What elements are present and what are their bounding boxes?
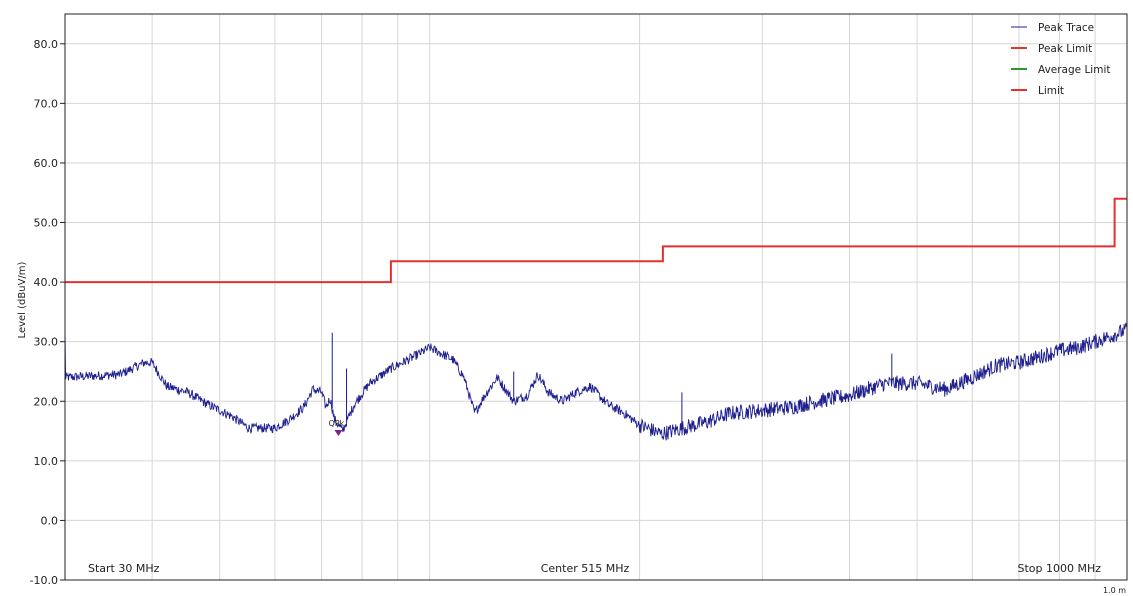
qpk-marker-icon [334,430,343,437]
series [64,197,1128,441]
y-tick-label: -10.0 [30,574,58,587]
y-tick-label: 40.0 [34,276,59,289]
y-tick-label: 70.0 [34,97,59,110]
y-tick-label: 30.0 [34,336,59,349]
legend-entry-label: Peak Trace [1038,22,1094,34]
grid [65,14,1127,580]
legend: Peak Trace Peak Limit Average Limit Limit [1011,22,1111,97]
y-tick-label: 60.0 [34,157,59,170]
markers: QPk [328,419,345,437]
legend-entry-label: Limit [1038,85,1064,97]
y-tick-label: 80.0 [34,38,59,51]
footer-corner: 1.0 m [1103,586,1126,595]
footer-stop: Stop 1000 MHz [1017,562,1101,575]
series-peak-trace [64,322,1128,441]
qpk-marker-label: QPk [328,419,344,428]
series-limit-line [65,197,1127,284]
y-tick-label: 50.0 [34,217,59,230]
plot-frame [64,13,1128,581]
y-axis-label: Level (dBuV/m) [17,261,28,338]
y-tick-label: 20.0 [34,395,59,408]
legend-entry-label: Peak Limit [1038,43,1092,55]
y-tick-label: 0.0 [41,514,59,527]
footer-center: Center 515 MHz [541,562,630,575]
footer-start: Start 30 MHz [88,562,160,575]
y-axis-ticks: 80.0 70.0 60.0 50.0 40.0 30.0 20.0 10.0 0.0 -10.0 [30,38,65,587]
legend-entry-label: Average Limit [1038,64,1111,76]
y-tick-label: 10.0 [34,455,59,468]
